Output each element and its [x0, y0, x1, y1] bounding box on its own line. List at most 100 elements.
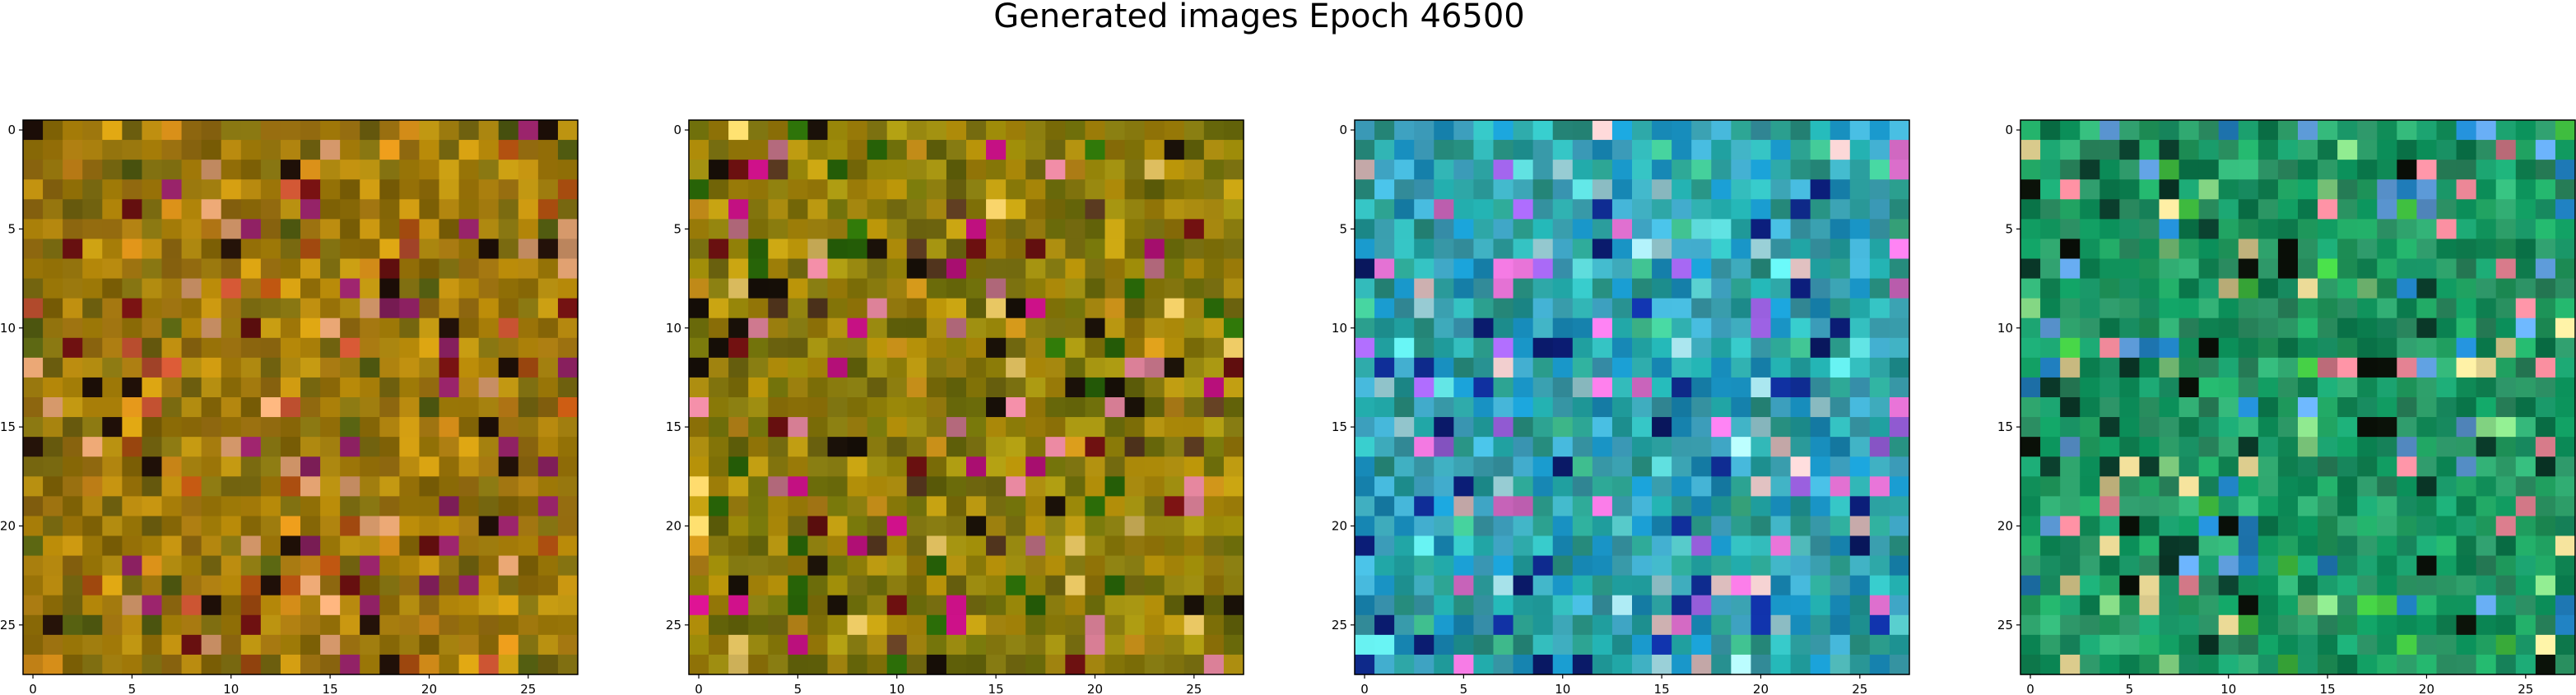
heatmap-cell: [439, 535, 460, 557]
heatmap-cell: [181, 575, 202, 596]
heatmap-cell: [1394, 377, 1415, 398]
y-tick-label: 20: [1997, 518, 2013, 533]
heatmap-cell: [1493, 397, 1514, 418]
heatmap-cell: [2337, 179, 2358, 200]
heatmap-cell: [1355, 337, 1375, 359]
heatmap-cell: [557, 595, 579, 616]
heatmap-cell: [1414, 239, 1434, 260]
heatmap-cell: [63, 120, 83, 141]
heatmap-cell: [439, 456, 460, 477]
heatmap-cell: [1183, 535, 1205, 557]
heatmap-cell: [1183, 258, 1205, 280]
heatmap-cell: [1045, 417, 1066, 438]
heatmap-cell: [1374, 634, 1395, 656]
heatmap-cell: [142, 357, 163, 378]
heatmap-cell: [2456, 456, 2477, 477]
heatmap-cell: [1045, 654, 1066, 675]
heatmap-cell: [2040, 258, 2061, 280]
heatmap-cell: [1592, 516, 1613, 537]
heatmap-cell: [2337, 219, 2358, 240]
heatmap-cell: [906, 140, 928, 160]
heatmap-cell: [1124, 516, 1146, 537]
heatmap-cell: [557, 337, 579, 359]
heatmap-cell: [1183, 179, 1205, 200]
heatmap-cell: [2238, 298, 2259, 319]
heatmap-cell: [2515, 535, 2536, 557]
heatmap-cell: [1632, 614, 1653, 636]
heatmap-cell: [1473, 298, 1495, 319]
heatmap-cell: [399, 516, 421, 537]
heatmap-cell: [340, 496, 360, 517]
heatmap-cell: [847, 179, 868, 200]
heatmap-cell: [2198, 516, 2220, 537]
heatmap-cell: [102, 496, 123, 517]
heatmap-cell: [1144, 278, 1165, 299]
heatmap-cell: [1672, 595, 1692, 616]
heatmap-cell: [280, 239, 301, 260]
heatmap-cell: [1790, 239, 1811, 260]
heatmap-cell: [2218, 456, 2239, 477]
heatmap-cell: [1045, 199, 1066, 220]
heatmap-cell: [2080, 258, 2100, 280]
heatmap-cell: [2080, 337, 2100, 359]
heatmap-cell: [439, 357, 460, 378]
heatmap-cell: [1711, 317, 1732, 339]
heatmap-cell: [1572, 595, 1593, 616]
heatmap-cell: [2456, 377, 2477, 398]
heatmap-cell: [2198, 377, 2220, 398]
heatmap-cell: [360, 476, 380, 497]
heatmap-cell: [1394, 575, 1415, 596]
heatmap-cell: [1652, 595, 1672, 616]
heatmap-cell: [2020, 417, 2041, 438]
heatmap-cell: [2218, 160, 2239, 180]
heatmap-cell: [986, 298, 1007, 319]
heatmap-cell: [1183, 199, 1205, 220]
heatmap-cell: [201, 397, 222, 418]
heatmap-cell: [1869, 496, 1890, 517]
heatmap-cell: [1065, 160, 1086, 180]
heatmap-cell: [1414, 278, 1434, 299]
heatmap-cell: [399, 377, 421, 398]
heatmap-cell: [240, 595, 262, 616]
heatmap-cell: [1355, 555, 1375, 577]
heatmap-cell: [419, 179, 440, 200]
heatmap-cell: [240, 496, 262, 517]
heatmap-cell: [1473, 239, 1495, 260]
heatmap-cell: [240, 298, 262, 319]
heatmap-cell: [966, 555, 987, 577]
heatmap-cell: [1414, 160, 1434, 180]
heatmap-cell: [2218, 179, 2239, 200]
heatmap-cell: [1849, 456, 1871, 477]
heatmap-cell: [419, 357, 440, 378]
heatmap-cell: [1414, 179, 1434, 200]
heatmap-cell: [1493, 179, 1514, 200]
heatmap-cell: [689, 397, 709, 418]
heatmap-cell: [82, 555, 103, 577]
heatmap-cell: [2218, 337, 2239, 359]
heatmap-cell: [1552, 377, 1574, 398]
heatmap-cell: [847, 417, 868, 438]
heatmap-cell: [689, 516, 709, 537]
heatmap-cell: [1124, 120, 1146, 141]
heatmap-cell: [2337, 654, 2358, 675]
heatmap-cell: [82, 437, 103, 457]
heatmap-cell: [1532, 278, 1554, 299]
heatmap-cell: [280, 357, 301, 378]
heatmap-cell: [458, 219, 480, 240]
heatmap-cell: [379, 160, 400, 180]
heatmap-cell: [807, 555, 829, 577]
heatmap-cell: [439, 317, 460, 339]
heatmap-cell: [2476, 357, 2497, 378]
heatmap-cell: [847, 317, 868, 339]
heatmap-cell: [1592, 199, 1613, 220]
heatmap-cell: [1711, 199, 1732, 220]
x-tick-label: 10: [2220, 682, 2236, 695]
heatmap-cell: [1434, 555, 1454, 577]
heatmap-cell: [2139, 575, 2160, 596]
heatmap-cell: [2337, 575, 2358, 596]
heatmap-cell: [2357, 397, 2378, 418]
heatmap-cell: [926, 476, 947, 497]
heatmap-cell: [1572, 258, 1593, 280]
heatmap-cell: [2397, 357, 2418, 378]
heatmap-cell: [1085, 317, 1106, 339]
